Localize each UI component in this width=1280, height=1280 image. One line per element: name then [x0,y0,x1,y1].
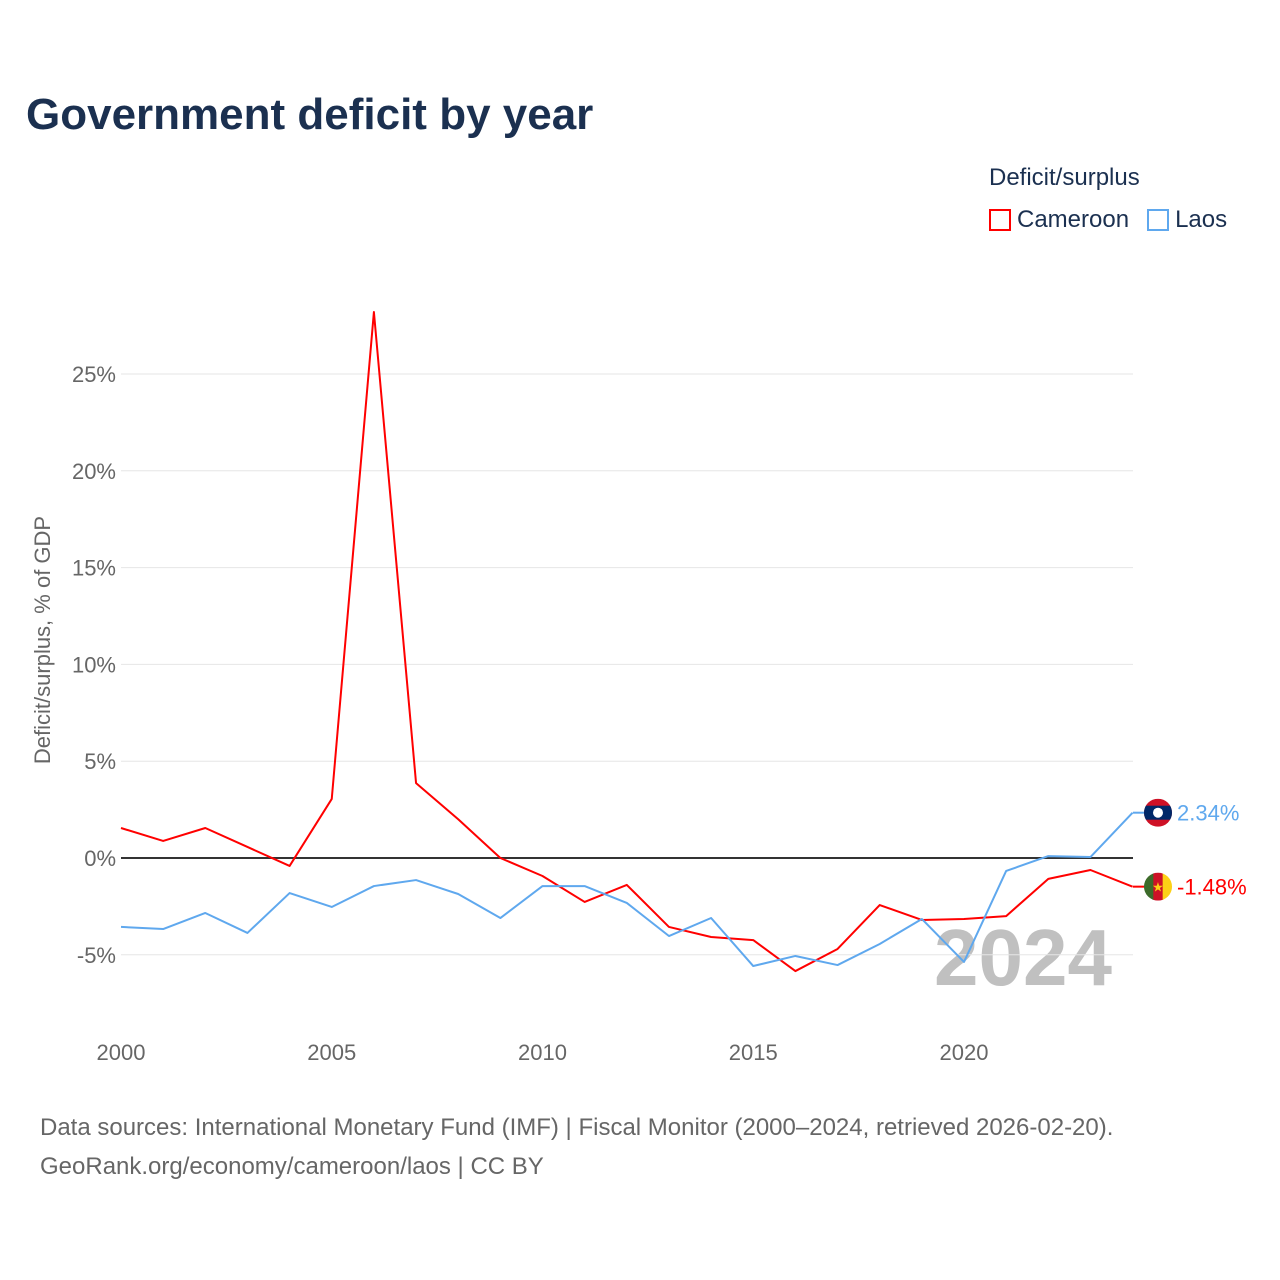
source-line-1: Data sources: International Monetary Fun… [40,1114,1114,1141]
series-line-cameroon [120,311,1133,973]
y-tick-label: 15% [72,556,116,581]
x-tick-label: 2000 [97,1040,146,1065]
legend-label: Cameroon [1017,206,1130,233]
end-label-cameroon: -1.48% [1177,875,1247,900]
series-line-laos [120,812,1134,968]
x-tick-label: 2015 [729,1040,778,1065]
y-tick-label: 10% [72,652,116,677]
chart-title: Government deficit by year [26,90,594,139]
flag-red [1153,872,1164,901]
y-tick-label: -5% [77,943,116,968]
flag-icon-cameroon: ★ [1144,872,1172,901]
legend-swatch-cameroon [989,209,1011,231]
source-line-2[interactable]: GeoRank.org/economy/cameroon/laos | CC B… [40,1153,544,1180]
flag-icon-laos [1144,798,1172,827]
flag-green [1144,872,1154,901]
flag-body [1144,798,1172,827]
legend-label: Laos [1175,206,1228,233]
x-tick-label: 2010 [518,1040,567,1065]
legend-item-laos[interactable]: Laos [1147,206,1227,234]
year-watermark: 2024 [934,913,1112,1002]
end-label-laos: 2.34% [1177,801,1239,826]
x-tick-label: 2005 [307,1040,356,1065]
flag-star: ★ [1152,880,1164,895]
legend: Cameroon Laos [989,206,1227,234]
flag-disc [1153,807,1163,818]
source-note: Data sources: International Monetary Fun… [40,1108,1113,1186]
legend-swatch-laos [1147,209,1170,231]
x-tick-label: 2020 [940,1040,989,1065]
y-tick-label: 0% [84,846,116,871]
y-axis-label: Deficit/surplus, % of GDP [30,516,55,764]
legend-title: Deficit/surplus [989,164,1140,191]
y-tick-label: 25% [72,362,116,387]
flag-yellow [1162,872,1172,901]
y-tick-label: 5% [84,749,116,774]
flag-body: ★ [1144,872,1172,901]
legend-item-cameroon[interactable]: Cameroon [989,206,1129,234]
y-tick-label: 20% [72,459,116,484]
